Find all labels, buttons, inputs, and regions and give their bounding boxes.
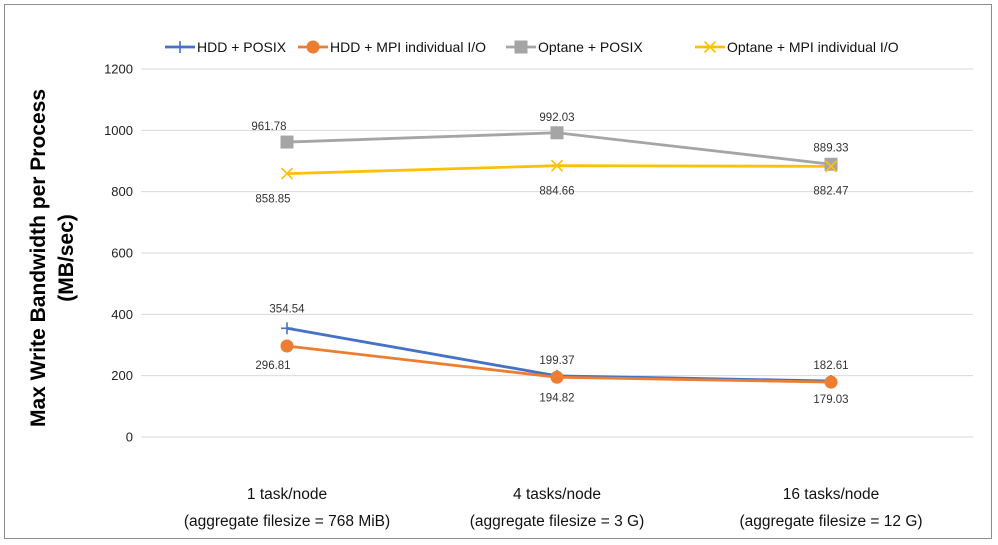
data-label: 182.61 — [813, 360, 848, 372]
legend: HDD + POSIX HDD + MPI individual I/O Optan… — [165, 39, 899, 55]
y-tick-label: 1200 — [104, 62, 133, 77]
x-axis-categories: 1 task/node (aggregate filesize = 768 MiB… — [184, 486, 923, 530]
y-tick-label: 600 — [111, 246, 133, 261]
legend-marker — [703, 40, 717, 54]
legend-item: Optane + POSIX — [506, 39, 643, 55]
legend-item: Optane + MPI individual I/O — [695, 39, 899, 55]
legend-item: HDD + POSIX — [165, 39, 287, 55]
data-label: 889.33 — [813, 142, 848, 154]
data-point — [824, 157, 838, 171]
data-label: 882.47 — [813, 185, 848, 197]
y-axis-title: Max Write Bandwidth per Process (MB/sec) — [27, 89, 78, 427]
x-category-label: 16 tasks/node — [783, 486, 880, 503]
data-label: 354.54 — [269, 303, 305, 315]
data-point — [824, 160, 838, 173]
x-category-sublabel: (aggregate filesize = 12 G) — [739, 513, 922, 530]
data-label: 199.37 — [539, 355, 574, 367]
x-category-sublabel: (aggregate filesize = 768 MiB) — [184, 513, 390, 530]
data-label: 884.66 — [539, 186, 574, 198]
marker-stroke — [824, 160, 838, 173]
data-labels: 354.54 199.37 182.61 296.81 194.82 179.03 961.… — [251, 112, 848, 406]
y-tick-label: 400 — [111, 307, 133, 322]
data-point — [550, 159, 564, 172]
y-axis-title-line: (MB/sec) — [55, 214, 78, 302]
legend-marker — [306, 40, 320, 54]
data-point — [280, 339, 294, 353]
data-label: 992.03 — [539, 112, 574, 124]
legend-label: Optane + POSIX — [538, 39, 643, 55]
series-markers — [280, 126, 838, 389]
data-point — [280, 167, 294, 180]
chart-frame: 0 200 400 600 800 1000 1200 Max Write Bandwidt… — [4, 4, 992, 539]
data-label: 179.03 — [813, 394, 848, 406]
x-category-label: 1 task/node — [247, 486, 327, 503]
y-tick-label: 0 — [126, 430, 133, 445]
data-label: 194.82 — [539, 392, 574, 404]
data-label: 858.85 — [255, 194, 290, 206]
legend-marker — [514, 40, 528, 54]
legend-item: HDD + MPI individual I/O — [298, 39, 486, 55]
y-axis-ticks: 0 200 400 600 800 1000 1200 — [104, 62, 133, 445]
marker-stroke — [280, 167, 294, 180]
legend-label: HDD + MPI individual I/O — [330, 39, 486, 55]
x-category-sublabel: (aggregate filesize = 3 G) — [470, 513, 644, 530]
line-chart: 0 200 400 600 800 1000 1200 Max Write Bandwidt… — [27, 39, 973, 530]
data-label: 961.78 — [251, 121, 286, 133]
data-point — [824, 375, 838, 389]
data-label: 296.81 — [255, 360, 290, 372]
marker-stroke — [550, 159, 564, 172]
legend-label: Optane + MPI individual I/O — [727, 39, 899, 55]
data-point — [280, 135, 294, 149]
data-point — [281, 322, 293, 335]
y-tick-label: 200 — [111, 368, 133, 383]
data-point — [550, 370, 564, 384]
x-category-label: 4 tasks/node — [513, 486, 601, 503]
y-tick-label: 1000 — [104, 123, 133, 138]
series-lines — [286, 131, 832, 384]
marker-stroke — [703, 40, 717, 54]
data-point — [550, 126, 564, 140]
y-tick-label: 800 — [111, 184, 133, 199]
legend-marker — [174, 41, 186, 53]
legend-label: HDD + POSIX — [197, 39, 287, 55]
y-axis-title-line: Max Write Bandwidth per Process — [27, 89, 50, 427]
